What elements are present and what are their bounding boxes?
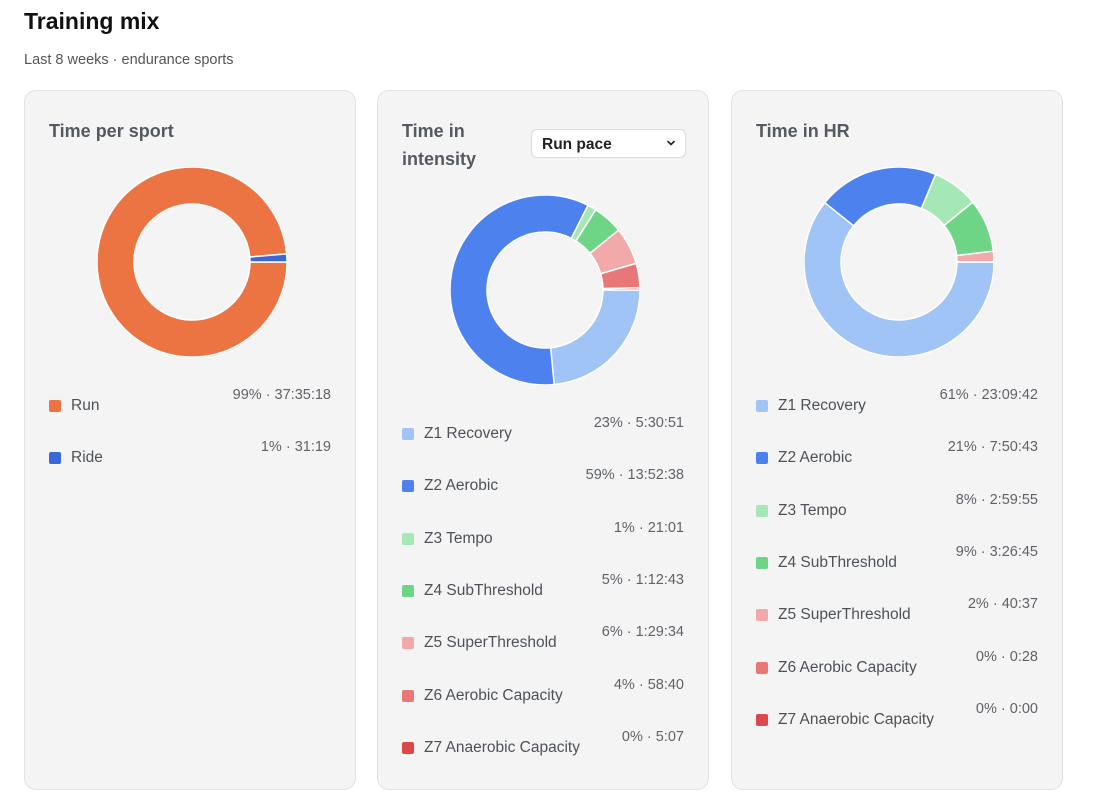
- legend-item: Z6 Aerobic Capacity 4% · 58:40: [402, 677, 684, 717]
- legend-swatch: [402, 584, 414, 597]
- legend-label: Z7 Anaerobic Capacity: [424, 738, 580, 756]
- legend-item: Z1 Recovery 61% · 23:09:42: [756, 387, 1038, 427]
- legend-item: Z3 Tempo 1% · 21:01: [402, 520, 684, 560]
- legend-swatch: [49, 452, 61, 465]
- legend-swatch: [49, 400, 61, 412]
- legend-swatch: [756, 452, 768, 465]
- legend-item: Z3 Tempo 8% · 2:59:55: [756, 492, 1038, 532]
- legend-swatch: [756, 609, 768, 622]
- legend-swatch: [756, 504, 768, 517]
- legend-value: 21% · 7:50:43: [947, 439, 1038, 456]
- legend-value: 2% · 40:37: [967, 596, 1038, 613]
- select-value: Run pace: [542, 136, 612, 153]
- legend-swatch: [402, 689, 414, 702]
- legend-item: Z6 Aerobic Capacity 0% · 0:28: [756, 649, 1038, 689]
- card-title: Time in HR: [756, 121, 850, 141]
- sport-donut-chart: [97, 167, 287, 357]
- legend-item: Z7 Anaerobic Capacity 0% · 0:00: [756, 701, 1038, 741]
- legend-value: 0% · 0:28: [975, 648, 1038, 665]
- legend-swatch: [402, 480, 414, 493]
- time-in-hr-card: Time in HR Z1 Recovery 61% · 23:09:42 Z2 A…: [731, 90, 1063, 790]
- legend-value: 9% · 3:26:45: [955, 543, 1038, 560]
- legend-label: Z1 Recovery: [778, 397, 866, 414]
- legend-item: Z7 Anaerobic Capacity 0% · 5:07: [402, 729, 684, 769]
- legend-value: 0% · 5:07: [621, 728, 684, 745]
- donut-slice-z2-aerobic: [450, 195, 589, 385]
- donut-slice-z1-recovery: [549, 289, 640, 385]
- legend-swatch: [402, 532, 414, 545]
- legend-item: Z5 SuperThreshold 6% · 1:29:34: [402, 624, 684, 664]
- donut-slice-ride: [249, 253, 287, 263]
- legend-label: Z7 Anaerobic Capacity: [778, 710, 934, 728]
- legend-value: 0% · 0:00: [975, 700, 1038, 717]
- hr-donut-chart: [804, 167, 994, 357]
- page-title: Training mix: [24, 8, 160, 34]
- legend-item: Z2 Aerobic 21% · 7:50:43: [756, 439, 1038, 479]
- legend-value: 8% · 2:59:55: [955, 491, 1038, 508]
- legend-value: 23% · 5:30:51: [593, 415, 684, 431]
- legend-value: 1% · 21:01: [613, 519, 684, 536]
- legend-label: Z5 SuperThreshold: [778, 606, 911, 624]
- card-title: Time in intensity: [402, 121, 477, 169]
- intensity-metric-select[interactable]: Run pace: [531, 129, 686, 158]
- legend-label: Ride: [71, 449, 103, 467]
- donut-slice-z7-anaerobic-capacity: [602, 287, 640, 291]
- donut-slice-run: [97, 167, 287, 357]
- legend-label: Z3 Tempo: [424, 529, 493, 547]
- legend-swatch: [402, 637, 414, 650]
- legend-label: Z2 Aerobic: [778, 449, 853, 467]
- legend-label: Z4 SubThreshold: [424, 581, 543, 599]
- time-in-intensity-card: Time in intensity Run pace Z1 Recovery 23…: [377, 90, 709, 790]
- legend-item: Z5 SuperThreshold 2% · 40:37: [756, 596, 1038, 636]
- legend-label: Z6 Aerobic Capacity: [424, 686, 563, 704]
- legend-item: Z2 Aerobic 59% · 13:52:38: [402, 467, 684, 507]
- legend-item: Z4 SubThreshold 9% · 3:26:45: [756, 544, 1038, 584]
- legend-value: 99% · 37:35:18: [232, 387, 331, 403]
- time-per-sport-card: Time per sport Run 99% · 37:35:18 Ride 1% ·…: [24, 90, 356, 790]
- legend-swatch: [756, 400, 768, 412]
- donut-slice-z1-recovery: [804, 201, 994, 357]
- legend-value: 6% · 1:29:34: [601, 624, 684, 641]
- legend-item: Z1 Recovery 23% · 5:30:51: [402, 415, 684, 455]
- legend-item: Ride 1% · 31:19: [49, 439, 331, 479]
- legend-swatch: [756, 713, 768, 726]
- legend-label: Run: [71, 397, 100, 414]
- legend-item: Z4 SubThreshold 5% · 1:12:43: [402, 572, 684, 612]
- legend-value: 1% · 31:19: [260, 439, 331, 456]
- legend-label: Z5 SuperThreshold: [424, 634, 557, 652]
- legend-swatch: [402, 428, 414, 440]
- intensity-donut-chart: [450, 195, 640, 385]
- legend-value: 4% · 58:40: [613, 676, 684, 693]
- legend-label: Z1 Recovery: [424, 425, 512, 442]
- legend-item: Run 99% · 37:35:18: [49, 387, 331, 427]
- legend-label: Z4 SubThreshold: [778, 553, 897, 571]
- legend-label: Z2 Aerobic: [424, 477, 499, 495]
- legend-swatch: [756, 556, 768, 569]
- legend-value: 59% · 13:52:38: [585, 467, 684, 484]
- legend-swatch: [402, 741, 414, 754]
- legend-swatch: [756, 661, 768, 674]
- card-title: Time per sport: [49, 121, 174, 141]
- legend-label: Z3 Tempo: [778, 501, 847, 519]
- page-subtitle: Last 8 weeks · endurance sports: [24, 52, 234, 68]
- legend-label: Z6 Aerobic Capacity: [778, 658, 917, 676]
- chevron-down-icon: [667, 140, 675, 146]
- legend-value: 61% · 23:09:42: [939, 387, 1038, 403]
- legend-value: 5% · 1:12:43: [601, 571, 684, 588]
